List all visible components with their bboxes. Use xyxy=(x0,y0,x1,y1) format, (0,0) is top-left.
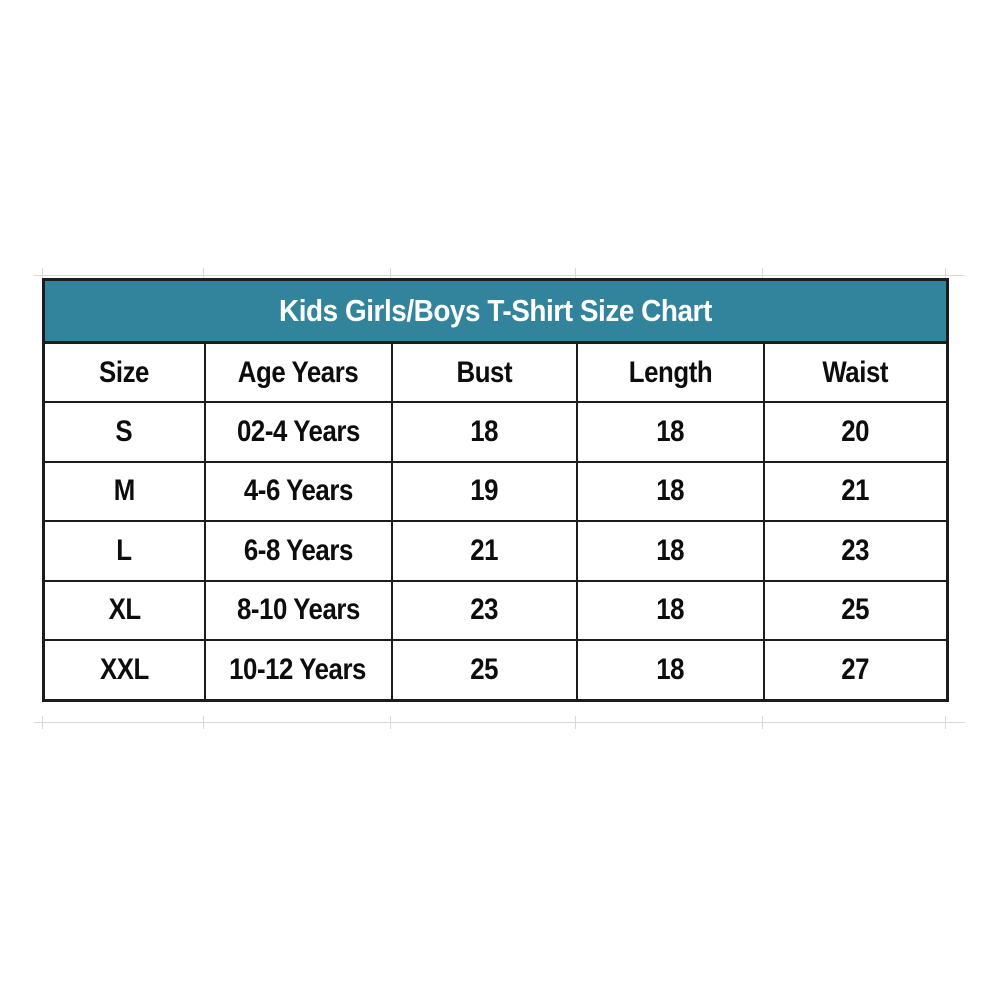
cell-value: 4-6 Years xyxy=(243,474,353,508)
sheet-gridline-tick xyxy=(203,716,204,729)
header-cell-length: Length xyxy=(575,341,765,403)
cell-value: XXL xyxy=(99,652,149,686)
cell-value: 18 xyxy=(656,593,684,627)
cell-value: 02-4 Years xyxy=(236,414,360,448)
sheet-gridline-tick xyxy=(762,268,763,281)
table-row-m: M 4-6 Years 19 18 21 xyxy=(42,460,949,522)
cell-age-years: 4-6 Years xyxy=(203,460,393,522)
cell-age-years: 8-10 Years xyxy=(203,579,393,641)
cell-size: L xyxy=(42,520,206,582)
cell-length: 18 xyxy=(575,460,765,522)
cell-value: 18 xyxy=(656,652,684,686)
table-title: Kids Girls/Boys T-Shirt Size Chart xyxy=(279,293,712,328)
header-cell-age-years: Age Years xyxy=(203,341,393,403)
cell-bust: 23 xyxy=(390,579,578,641)
sheet-gridline-tick xyxy=(575,268,576,281)
cell-length: 18 xyxy=(575,579,765,641)
cell-value: 8-10 Years xyxy=(236,593,360,627)
cell-size: M xyxy=(42,460,206,522)
sheet-gridline-tick xyxy=(203,268,204,281)
cell-bust: 18 xyxy=(390,401,578,463)
table-row-xxl: XXL 10-12 Years 25 18 27 xyxy=(42,639,949,701)
cell-bust: 21 xyxy=(390,520,578,582)
cell-waist: 27 xyxy=(762,639,949,701)
cell-waist: 21 xyxy=(762,460,949,522)
cell-value: 23 xyxy=(841,533,870,567)
cell-value: 21 xyxy=(841,474,870,508)
header-cell-waist: Waist xyxy=(762,341,949,403)
header-cell-bust: Bust xyxy=(390,341,578,403)
header-label: Bust xyxy=(456,355,512,389)
table-title-cell: Kids Girls/Boys T-Shirt Size Chart xyxy=(42,278,949,344)
cell-value: XL xyxy=(108,593,141,627)
cell-age-years: 6-8 Years xyxy=(203,520,393,582)
table-row-l: L 6-8 Years 21 18 23 xyxy=(42,520,949,582)
cell-value: L xyxy=(116,533,133,567)
cell-length: 18 xyxy=(575,639,765,701)
cell-value: M xyxy=(113,474,135,508)
sheet-gridline-top xyxy=(34,275,965,276)
table-header-row: Size Age Years Bust Length Waist xyxy=(42,341,949,403)
cell-value: 6-8 Years xyxy=(243,533,353,567)
sheet-gridline-tick xyxy=(575,716,576,729)
cell-bust: 25 xyxy=(390,639,578,701)
sheet-gridline-tick xyxy=(390,268,391,281)
cell-age-years: 02-4 Years xyxy=(203,401,393,463)
cell-length: 18 xyxy=(575,401,765,463)
cell-value: 10-12 Years xyxy=(229,652,367,686)
cell-value: 18 xyxy=(656,474,684,508)
sheet-gridline-bottom xyxy=(34,722,965,723)
header-label: Age Years xyxy=(237,355,359,389)
cell-value: 25 xyxy=(841,593,870,627)
sheet-gridline-tick xyxy=(945,716,946,729)
sheet-gridline-tick xyxy=(945,268,946,281)
sheet-gridline-tick xyxy=(762,716,763,729)
cell-value: 21 xyxy=(470,533,498,567)
cell-size: S xyxy=(42,401,206,463)
cell-value: 27 xyxy=(841,652,870,686)
cell-value: 18 xyxy=(656,414,684,448)
cell-size: XL xyxy=(42,579,206,641)
cell-length: 18 xyxy=(575,520,765,582)
header-label: Waist xyxy=(822,355,889,389)
cell-value: 25 xyxy=(470,652,498,686)
header-label: Length xyxy=(628,355,712,389)
cell-value: 18 xyxy=(656,533,684,567)
table-row-s: S 02-4 Years 18 18 20 xyxy=(42,401,949,463)
cell-size: XXL xyxy=(42,639,206,701)
sheet-gridline-tick xyxy=(42,268,43,281)
cell-value: 18 xyxy=(470,414,498,448)
cell-waist: 25 xyxy=(762,579,949,641)
cell-bust: 19 xyxy=(390,460,578,522)
cell-age-years: 10-12 Years xyxy=(203,639,393,701)
header-label: Size xyxy=(99,355,150,389)
size-chart-table: Kids Girls/Boys T-Shirt Size Chart Size … xyxy=(42,278,950,702)
cell-waist: 23 xyxy=(762,520,949,582)
header-cell-size: Size xyxy=(42,341,206,403)
cell-value: 20 xyxy=(841,414,870,448)
cell-waist: 20 xyxy=(762,401,949,463)
cell-value: S xyxy=(115,414,133,448)
table-row-xl: XL 8-10 Years 23 18 25 xyxy=(42,579,949,641)
cell-value: 23 xyxy=(470,593,498,627)
sheet-gridline-tick xyxy=(42,716,43,729)
cell-value: 19 xyxy=(470,474,498,508)
sheet-gridline-tick xyxy=(390,716,391,729)
table-title-row: Kids Girls/Boys T-Shirt Size Chart xyxy=(42,278,949,344)
